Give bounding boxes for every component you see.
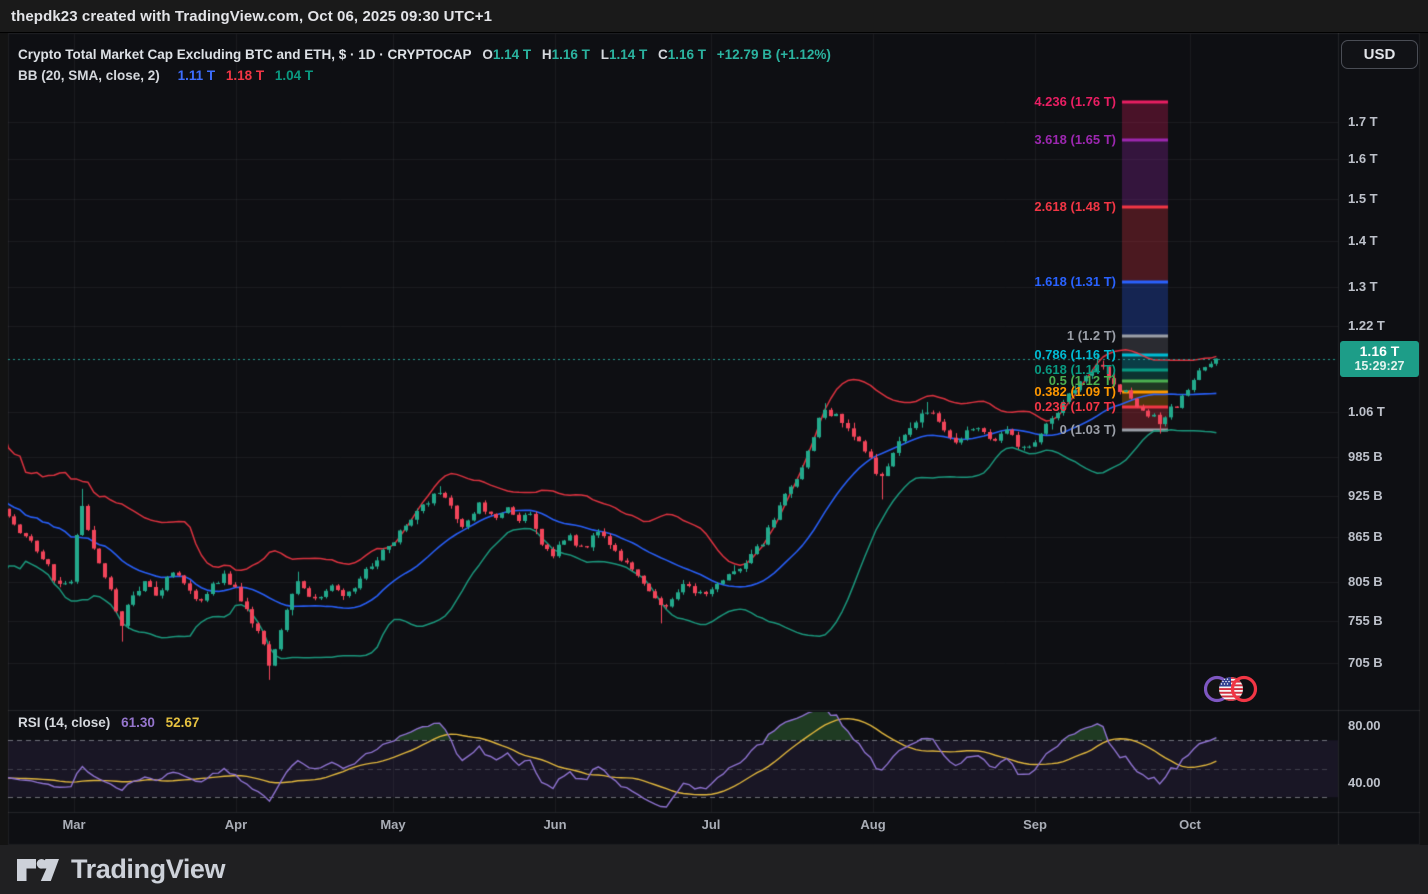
time-axis-label: Apr [216, 817, 256, 832]
price-tick: 1.7 T [1348, 114, 1378, 129]
rsi-value: 61.30 [121, 715, 155, 730]
fib-level-label: 0.382 (1.09 T) [914, 384, 1116, 399]
rsi-indicator-label: RSI (14, close) [18, 715, 110, 730]
fib-level-label: 1 (1.2 T) [914, 328, 1116, 343]
fib-level-label: 0 (1.03 T) [914, 422, 1116, 437]
last-price-value: 1.16 T [1360, 343, 1400, 359]
ohlc-low-value: 1.14 T [609, 47, 647, 62]
symbol-title: Crypto Total Market Cap Excluding BTC an… [18, 47, 472, 62]
time-axis-label: Jun [535, 817, 575, 832]
time-axis-label: Aug [853, 817, 893, 832]
bb-legend-row: BB (20, SMA, close, 2) 1.11 T 1.18 T 1.0… [18, 65, 831, 86]
symbol-legend: Crypto Total Market Cap Excluding BTC an… [18, 44, 831, 86]
ohlc-high-value: 1.16 T [552, 47, 590, 62]
currency-toggle-button[interactable]: USD [1341, 40, 1418, 69]
fib-level-label: 1.618 (1.31 T) [914, 274, 1116, 289]
ohlc-high-key: H [542, 47, 552, 62]
tradingview-logo-icon[interactable] [15, 855, 61, 885]
price-tick: 925 B [1348, 488, 1383, 503]
ohlc-open-value: 1.14 T [493, 47, 531, 62]
time-axis-label: Jul [691, 817, 731, 832]
rsi-tick: 40.00 [1348, 775, 1381, 790]
chart-canvas[interactable] [0, 0, 1428, 894]
ohlc-low-key: L [601, 47, 609, 62]
symbol-legend-row: Crypto Total Market Cap Excluding BTC an… [18, 44, 831, 65]
price-tick: 755 B [1348, 613, 1383, 628]
price-tick: 1.22 T [1348, 318, 1385, 333]
bb-upper-value: 1.18 T [226, 68, 264, 83]
price-tick: 1.5 T [1348, 191, 1378, 206]
change-value: +12.79 B (+1.12%) [717, 47, 831, 62]
price-tick: 865 B [1348, 529, 1383, 544]
price-tick: 985 B [1348, 449, 1383, 464]
fib-level-label: 0.786 (1.16 T) [914, 347, 1116, 362]
fib-level-label: 0.236 (1.07 T) [914, 399, 1116, 414]
bb-indicator-label: BB (20, SMA, close, 2) [18, 68, 160, 83]
time-axis-label: May [373, 817, 413, 832]
tradingview-wordmark[interactable]: TradingView [71, 854, 225, 885]
bb-basis-value: 1.11 T [178, 68, 216, 83]
fib-level-label: 4.236 (1.76 T) [914, 94, 1116, 109]
time-axis-label: Sep [1015, 817, 1055, 832]
rsi-legend: RSI (14, close) 61.30 52.67 [18, 715, 199, 730]
time-axis-label: Mar [54, 817, 94, 832]
market-flags-badge[interactable] [1204, 671, 1258, 712]
tradingview-chart-page: thepdk23 created with TradingView.com, O… [0, 0, 1428, 894]
price-tick: 1.06 T [1348, 404, 1385, 419]
fib-level-label: 3.618 (1.65 T) [914, 132, 1116, 147]
rsi-ma-value: 52.67 [166, 715, 200, 730]
time-axis-label: Oct [1170, 817, 1210, 832]
last-price-label: 1.16 T 15:29:27 [1340, 341, 1419, 377]
price-tick: 1.6 T [1348, 151, 1378, 166]
attribution-bar: thepdk23 created with TradingView.com, O… [0, 0, 1428, 33]
price-tick: 705 B [1348, 655, 1383, 670]
ohlc-close-value: 1.16 T [668, 47, 706, 62]
ohlc-open-key: O [482, 47, 493, 62]
price-tick: 805 B [1348, 574, 1383, 589]
attribution-text: thepdk23 created with TradingView.com, O… [0, 8, 492, 25]
bar-countdown: 15:29:27 [1354, 359, 1404, 373]
fib-level-label: 2.618 (1.48 T) [914, 199, 1116, 214]
price-tick: 1.3 T [1348, 279, 1378, 294]
price-tick: 1.4 T [1348, 233, 1378, 248]
footer-bar: TradingView [0, 845, 1428, 894]
bb-lower-value: 1.04 T [275, 68, 313, 83]
rsi-tick: 80.00 [1348, 718, 1381, 733]
ohlc-close-key: C [658, 47, 668, 62]
